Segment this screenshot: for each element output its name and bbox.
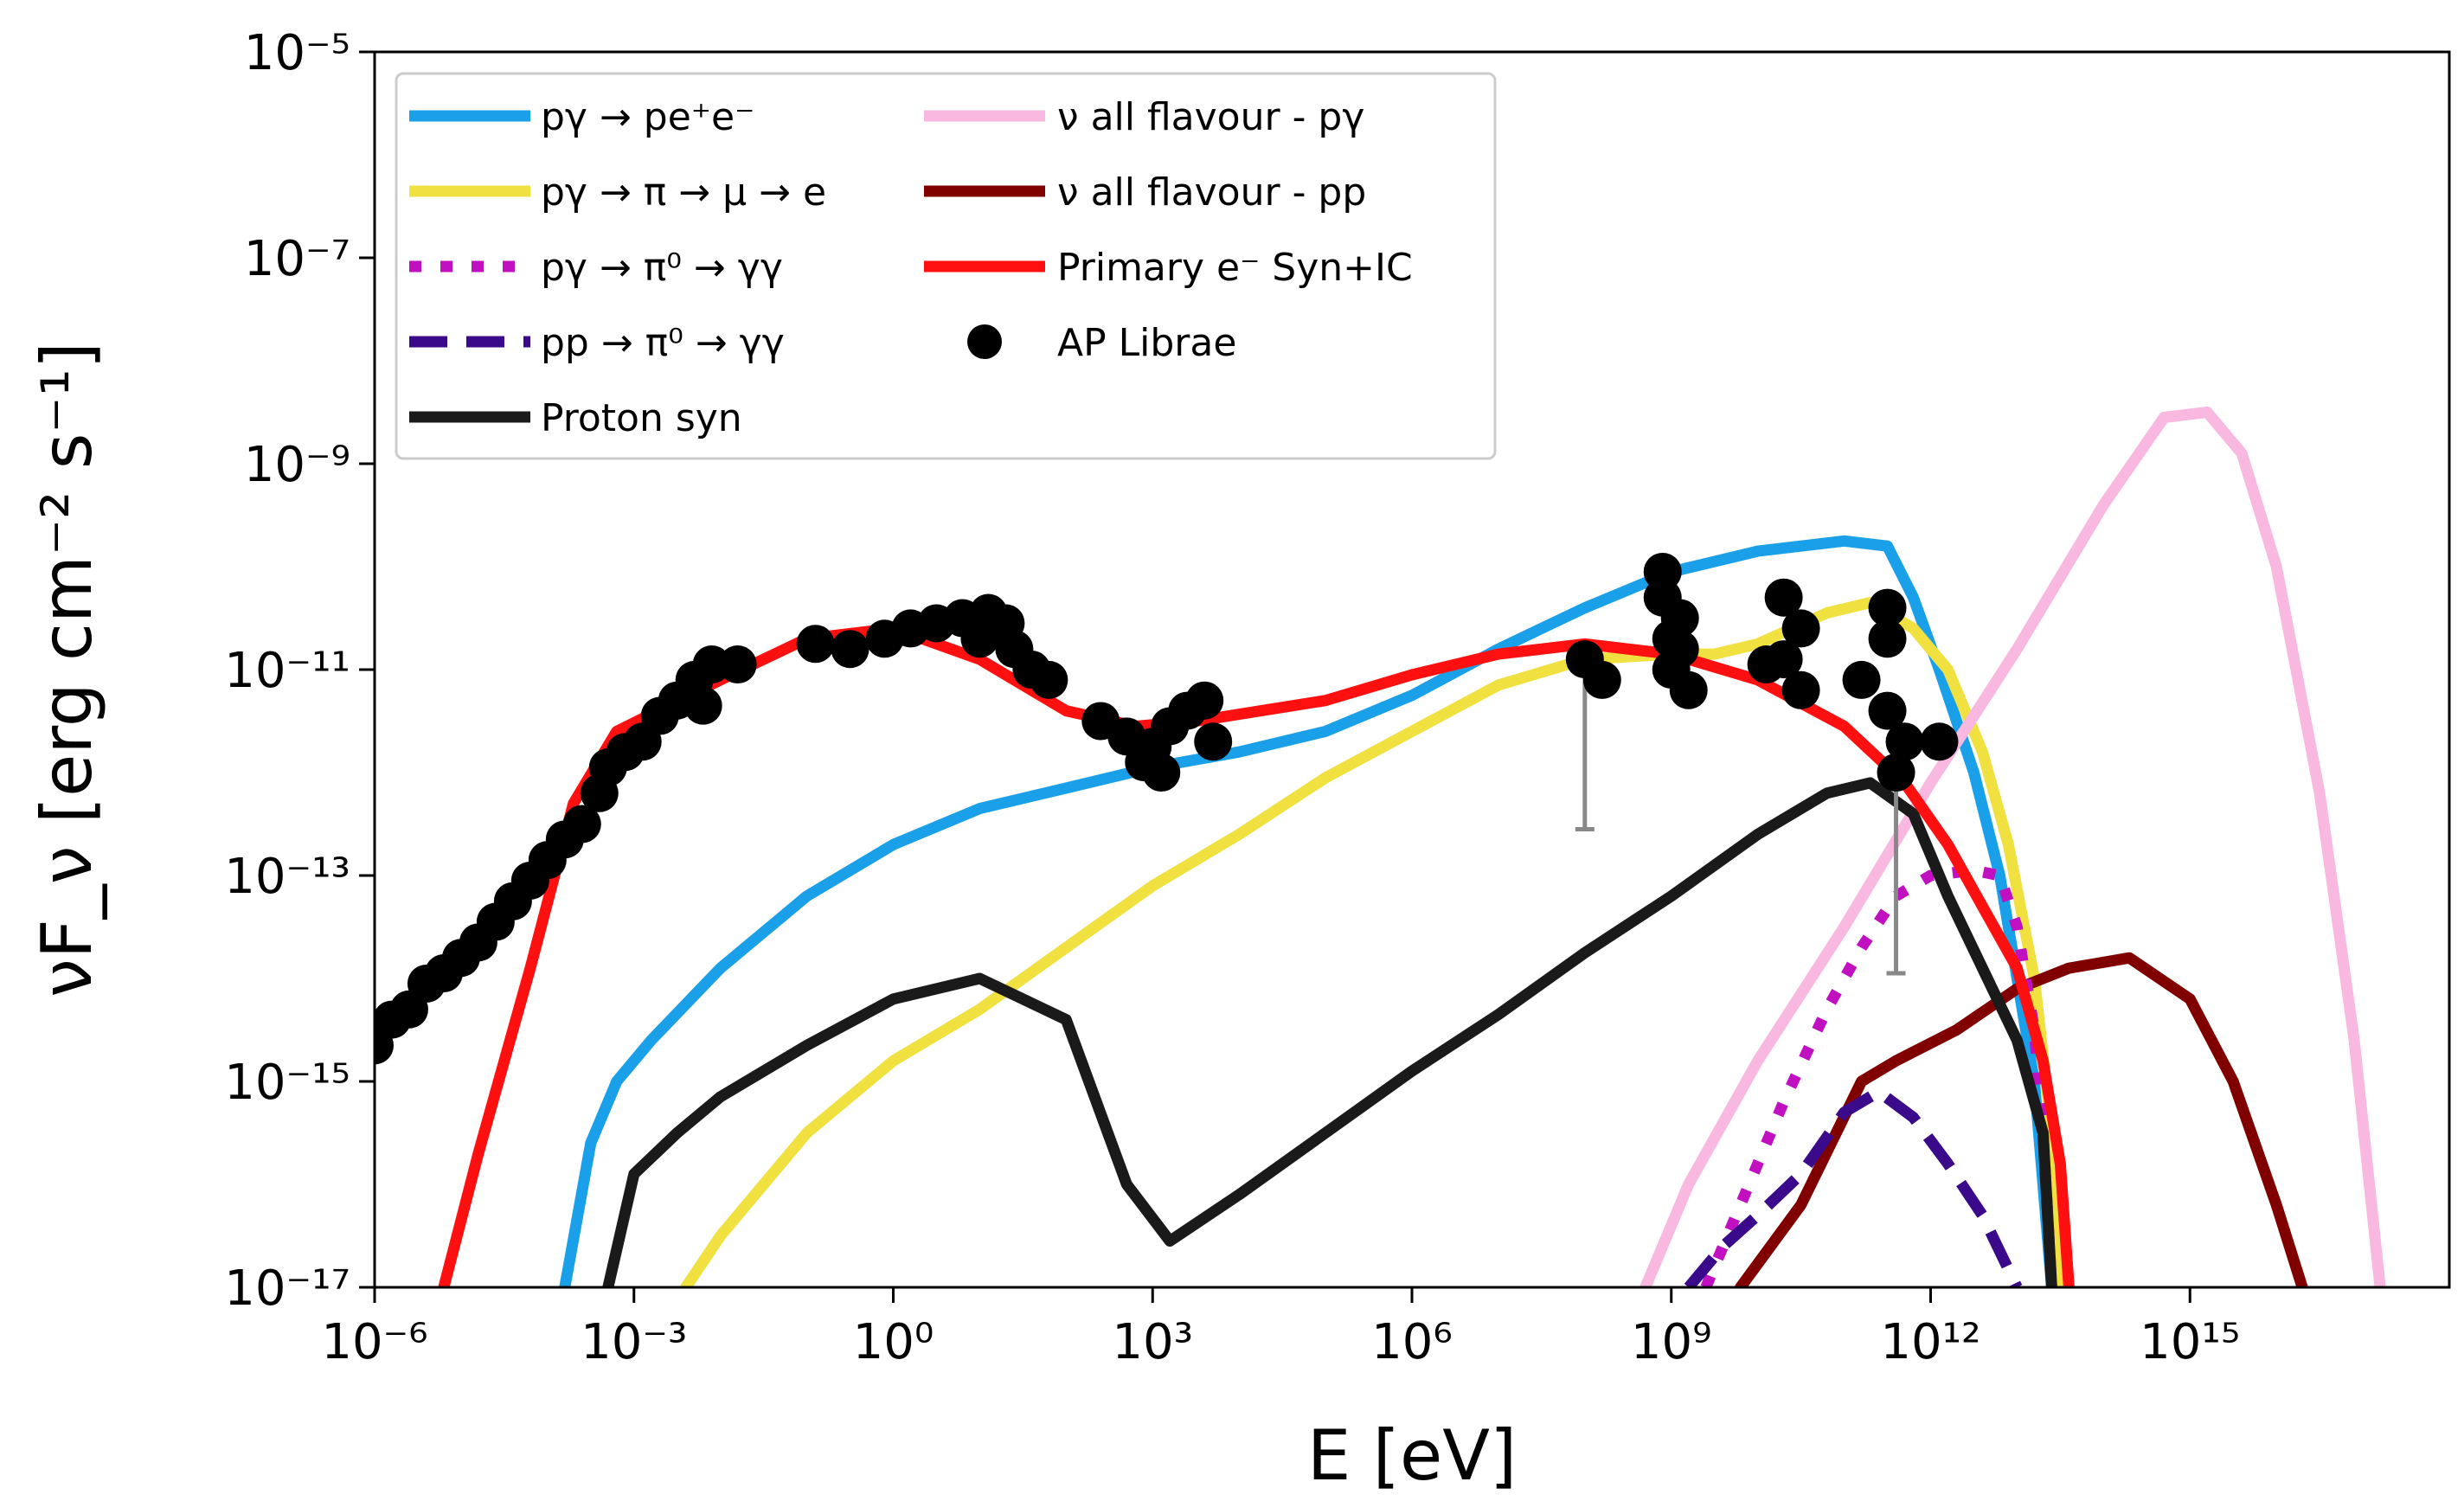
x-tick-label: 10¹⁵ bbox=[2140, 1314, 2240, 1370]
series-line-primary-e bbox=[438, 622, 2075, 1287]
data-point bbox=[1885, 722, 1924, 761]
x-tick-label: 10⁶ bbox=[1371, 1314, 1453, 1370]
data-point bbox=[1030, 660, 1068, 699]
series-layer bbox=[438, 407, 2386, 1287]
data-point bbox=[718, 645, 757, 684]
data-point bbox=[1781, 670, 1820, 709]
legend-label: pγ → pe⁺e⁻ bbox=[541, 95, 754, 139]
data-point bbox=[831, 630, 869, 669]
series-line-pgamma-pi0 bbox=[1700, 864, 2057, 1287]
data-point bbox=[960, 619, 999, 658]
legend-label: ν all flavour - pγ bbox=[1057, 95, 1364, 139]
x-tick-label: 10⁻³ bbox=[581, 1314, 687, 1370]
data-point bbox=[1877, 754, 1915, 792]
data-point bbox=[796, 625, 835, 664]
data-point bbox=[1920, 722, 1959, 761]
x-tick-label: 10³ bbox=[1112, 1314, 1193, 1370]
series-line-pp-pi0 bbox=[1684, 1086, 2023, 1287]
data-point bbox=[1764, 578, 1803, 617]
x-tick-label: 10¹² bbox=[1880, 1314, 1980, 1370]
series-line-nu-pgamma bbox=[1639, 407, 2386, 1287]
y-tick-label: 10⁻¹⁵ bbox=[224, 1055, 350, 1111]
legend-label: Proton syn bbox=[541, 396, 742, 440]
series-line-pgamma-pair bbox=[559, 535, 2057, 1287]
data-point bbox=[1781, 609, 1820, 648]
data-point bbox=[683, 686, 722, 725]
series-line-pgamma-pion-e bbox=[680, 597, 2066, 1287]
y-tick-label: 10⁻⁹ bbox=[244, 437, 350, 493]
y-tick-label: 10⁻¹⁷ bbox=[224, 1260, 350, 1317]
data-points-layer bbox=[375, 552, 1959, 1065]
legend-label: Primary e⁻ Syn+IC bbox=[1057, 246, 1413, 290]
data-point bbox=[1868, 619, 1907, 658]
x-tick-label: 10⁰ bbox=[853, 1314, 934, 1370]
y-axis-label: νF_ν [erg cm⁻² s⁻¹] bbox=[27, 342, 107, 997]
y-tick-label: 10⁻¹³ bbox=[224, 849, 350, 905]
data-point bbox=[1868, 588, 1907, 627]
legend-label: pγ → π⁰ → γγ bbox=[541, 246, 783, 290]
data-point bbox=[1194, 722, 1233, 761]
y-tick-label: 10⁻⁷ bbox=[244, 231, 350, 287]
x-axis-label: E [eV] bbox=[1307, 1415, 1517, 1496]
legend-label: AP Librae bbox=[1057, 321, 1236, 365]
legend: pγ → pe⁺e⁻ pγ → π → μ → e pγ → π⁰ → γγ pp →… bbox=[395, 72, 1497, 460]
legend-label: ν all flavour - pp bbox=[1057, 170, 1366, 215]
y-tick-label: 10⁻¹¹ bbox=[224, 643, 350, 699]
legend-label: pp → π⁰ → γγ bbox=[541, 321, 785, 365]
data-point bbox=[562, 805, 601, 844]
data-point bbox=[1185, 681, 1224, 720]
legend-label: pγ → π → μ → e bbox=[541, 170, 826, 215]
data-point bbox=[1868, 691, 1907, 730]
data-point bbox=[1747, 645, 1786, 684]
y-tick-label: 10⁻⁵ bbox=[244, 25, 350, 81]
axis-ticks: 10⁻⁶ 10⁻³ 10⁰ 10³ 10⁶ 10⁹ 10¹² 10¹⁵ 10⁻¹⁷ 10⁻¹⁵ 10… bbox=[224, 25, 2240, 1370]
x-tick-label: 10⁻⁶ bbox=[321, 1314, 427, 1370]
data-point bbox=[1660, 630, 1699, 669]
x-tick-label: 10⁹ bbox=[1631, 1314, 1712, 1370]
series-line-proton-syn bbox=[602, 777, 2057, 1287]
data-point bbox=[1582, 660, 1621, 699]
data-point bbox=[1842, 660, 1881, 699]
legend-marker-ap-librae bbox=[967, 324, 1002, 359]
data-point bbox=[1142, 754, 1181, 792]
